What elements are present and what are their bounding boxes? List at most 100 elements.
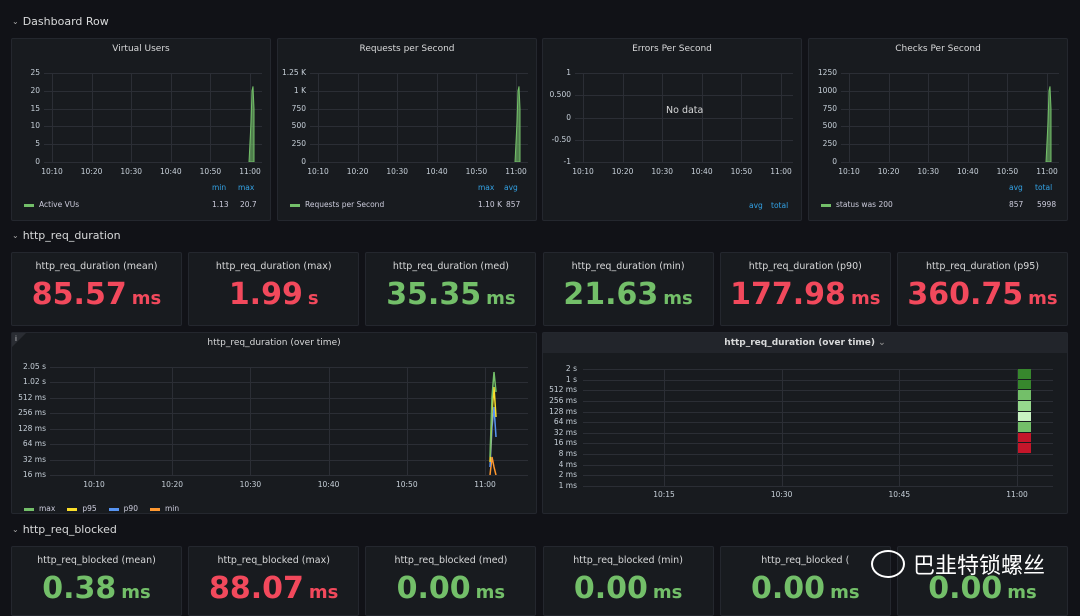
grid-line	[210, 73, 212, 162]
stat-panel[interactable]: http_req_blocked (med) 0.00 ms	[365, 546, 537, 616]
legend-header[interactable]: avg	[1009, 183, 1023, 192]
row-dashboard[interactable]: ⌄ Dashboard Row	[12, 15, 109, 28]
heatmap-cell[interactable]	[1018, 432, 1031, 443]
heatmap-cell[interactable]	[1018, 400, 1031, 411]
stat-value: 0.00 ms	[721, 571, 890, 606]
grid-line	[310, 144, 528, 146]
grid-line	[583, 422, 1053, 424]
y-tick-label: 250	[822, 139, 837, 149]
legend-value: 5998	[1037, 200, 1057, 209]
row-req-duration[interactable]: ⌄ http_req_duration	[12, 229, 121, 242]
grid-line	[741, 73, 743, 162]
grid-line	[52, 73, 53, 162]
stat-title[interactable]: http_req_duration (mean)	[35, 261, 158, 272]
stat-title[interactable]: http_req_blocked (min)	[573, 555, 683, 566]
stat-title[interactable]: http_req_duration (min)	[571, 261, 685, 272]
legend-item[interactable]: p95	[67, 504, 97, 513]
x-tick-label: 11:00	[239, 167, 261, 176]
heatmap-cell[interactable]	[1018, 390, 1031, 400]
heatmap-cell[interactable]	[1018, 422, 1031, 432]
row-title-label: http_req_duration	[22, 229, 121, 242]
stat-panel[interactable]: http_req_duration (p90) 177.98 ms	[719, 252, 891, 326]
legend-label: Active VUs	[39, 200, 80, 209]
panel-title[interactable]: http_req_duration (over time)	[207, 338, 341, 348]
grid-line	[50, 382, 528, 384]
legend-item[interactable]: p90	[108, 504, 138, 513]
y-tick-label: 250	[291, 139, 306, 149]
grid-line	[899, 369, 901, 486]
stat-title[interactable]: http_req_duration (med)	[392, 261, 509, 272]
stat-unit: ms	[475, 582, 506, 603]
legend-header[interactable]: min	[212, 183, 227, 192]
y-tick-label: 1 s	[565, 374, 577, 384]
grid-line	[575, 139, 793, 141]
legend-header[interactable]: total	[771, 201, 789, 210]
heatmap-cell[interactable]	[1018, 443, 1031, 454]
legend-label: status was 200	[836, 200, 893, 209]
legend-item[interactable]: Requests per Second	[290, 200, 384, 209]
stat-panel[interactable]: http_req_duration (max) 1.99 s	[188, 252, 360, 326]
stat-title[interactable]: http_req_blocked (mean)	[37, 555, 156, 566]
stat-panel[interactable]: http_req_blocked (mean) 0.38 ms	[11, 546, 182, 616]
stat-title[interactable]: http_req_blocked (	[761, 555, 850, 566]
stat-number: 21.63	[563, 277, 659, 312]
stat-value: 88.07 ms	[189, 571, 358, 606]
panel-title[interactable]: Requests per Second	[359, 44, 455, 54]
stat-title[interactable]: http_req_duration (max)	[215, 261, 332, 272]
stat-title[interactable]: http_req_duration (p90)	[748, 261, 862, 272]
stat-panel[interactable]: http_req_blocked (min) 0.00 ms	[542, 546, 714, 616]
stat-panel[interactable]: http_req_duration (mean) 85.57 ms	[11, 252, 182, 326]
stat-title[interactable]: http_req_blocked (max)	[217, 555, 330, 566]
graph-panel[interactable]: Checks Per Second 1250 1000 750 500 250 0 10:10…	[808, 38, 1068, 221]
stat-number: 85.57	[31, 277, 127, 312]
grid-line	[310, 90, 528, 92]
legend-item[interactable]: status was 200	[821, 200, 893, 209]
x-tick-label: 10:40	[317, 480, 340, 489]
grid-line	[50, 367, 528, 368]
stat-title[interactable]: http_req_blocked (med)	[394, 555, 508, 566]
stat-panel[interactable]: http_req_duration (med) 35.35 ms	[365, 252, 537, 326]
y-tick-label: 500	[291, 121, 306, 131]
legend-header[interactable]: total	[1035, 183, 1053, 192]
over-time-graph-panel[interactable]: i http_req_duration (over time) 2.05 s 1.…	[11, 332, 537, 514]
stat-value: 0.00 ms	[898, 571, 1067, 606]
panel-title[interactable]: Checks Per Second	[895, 44, 981, 54]
legend-header[interactable]: max	[238, 183, 255, 192]
x-tick-label: 10:10	[83, 480, 105, 489]
x-tick-label: 10:10	[838, 167, 860, 176]
stat-panel[interactable]: http_req_blocked (max) 88.07 ms	[188, 546, 360, 616]
graph-panel[interactable]: Virtual Users 25 20 15 10 5 0 10:10 10:20 10:30 10…	[11, 38, 271, 221]
legend-item[interactable]: max	[24, 504, 55, 513]
grid-line	[849, 73, 850, 162]
legend-header[interactable]: avg	[504, 183, 518, 192]
grid-line	[841, 108, 1059, 110]
legend-header[interactable]: avg	[749, 201, 763, 210]
legend-item[interactable]: min	[149, 504, 179, 513]
panel-title[interactable]: http_req_duration (over time) ⌄	[543, 333, 1067, 353]
legend-swatch	[108, 507, 119, 511]
row-req-blocked[interactable]: ⌄ http_req_blocked	[12, 523, 117, 536]
graph-panel[interactable]: Errors Per Second 1 0.500 0 -0.50 -1 10:10 10:2…	[542, 38, 802, 221]
panel-title[interactable]: Virtual Users	[112, 44, 170, 54]
grid-line	[583, 454, 1053, 456]
legend-item[interactable]: Active VUs	[24, 200, 79, 209]
grid-line	[310, 73, 528, 74]
stat-panel[interactable]: http_req_blocked ( 0.00 ms	[719, 546, 891, 616]
stat-panel[interactable]: http_req_duration (p95) 360.75 ms	[897, 252, 1068, 326]
heatmap-cell[interactable]	[1018, 369, 1031, 379]
y-tick-label: 15	[30, 103, 40, 113]
stat-panel[interactable]: http_req_duration (min) 21.63 ms	[542, 252, 714, 326]
grid-line	[841, 73, 1059, 74]
stat-unit: ms	[652, 582, 683, 603]
legend-header[interactable]: max	[478, 183, 495, 192]
grid-line	[50, 459, 528, 461]
heatmap-cell[interactable]	[1018, 379, 1031, 390]
stat-value: 360.75 ms	[898, 277, 1067, 312]
heatmap-cell[interactable]	[1018, 411, 1031, 422]
grid-line	[310, 126, 528, 128]
info-icon[interactable]: i	[15, 335, 17, 343]
panel-title[interactable]: Errors Per Second	[632, 44, 712, 54]
stat-title[interactable]: http_req_duration (p95)	[925, 261, 1040, 272]
